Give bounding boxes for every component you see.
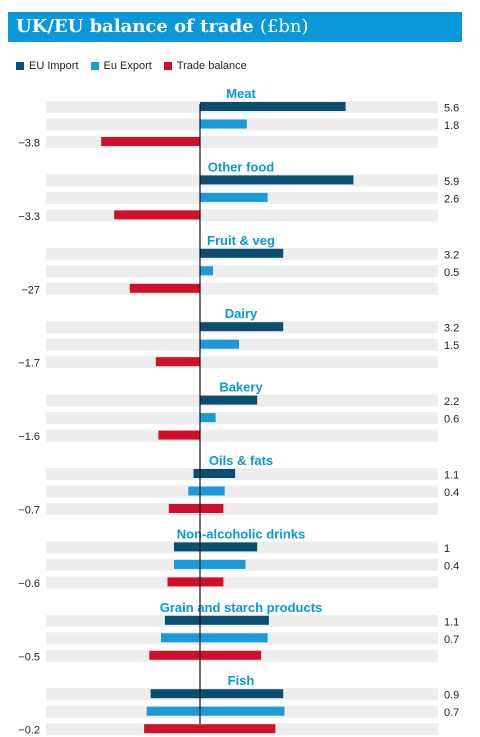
value-label-oils-fats-balance: −0.7 bbox=[18, 505, 40, 517]
legend-label-import: EU Import bbox=[29, 60, 79, 72]
category-title-fish: Fish bbox=[228, 673, 255, 688]
bar-grain-and-starch-products-balance bbox=[149, 650, 262, 660]
category-title-meat: Meat bbox=[226, 86, 256, 101]
bar-other-food-import bbox=[200, 175, 354, 185]
bar-dairy-balance bbox=[155, 357, 200, 367]
value-label-meat-export: 1.8 bbox=[444, 120, 459, 132]
value-label-meat-balance: −3.8 bbox=[18, 138, 40, 150]
bar-fish-import bbox=[150, 689, 284, 699]
bar-non-alcoholic-drinks-balance bbox=[167, 577, 224, 587]
value-label-bakery-export: 0.6 bbox=[444, 414, 459, 426]
value-label-bakery-import: 2.2 bbox=[444, 396, 459, 408]
bar-bakery-import bbox=[200, 395, 258, 405]
bar-grain-and-starch-products-import bbox=[164, 615, 269, 625]
bar-oils-fats-balance bbox=[168, 504, 224, 513]
value-label-non-alcoholic-drinks-export: 0.4 bbox=[444, 560, 459, 572]
row-background bbox=[46, 576, 438, 589]
value-label-dairy-import: 3.2 bbox=[444, 323, 459, 335]
value-label-grain-and-starch-products-import: 1.1 bbox=[444, 616, 459, 628]
value-label-grain-and-starch-products-export: 0.7 bbox=[444, 634, 459, 646]
value-label-bakery-balance: −1.6 bbox=[18, 431, 40, 443]
value-label-fruit-veg-export: 0.5 bbox=[444, 267, 459, 279]
bar-fruit-veg-import bbox=[200, 248, 284, 258]
row-background bbox=[46, 468, 438, 480]
value-label-other-food-balance: −3.3 bbox=[18, 211, 40, 223]
bar-fruit-veg-export bbox=[200, 266, 213, 276]
bar-non-alcoholic-drinks-export bbox=[174, 559, 246, 569]
bar-fish-balance bbox=[144, 724, 276, 734]
category-title-bakery: Bakery bbox=[219, 380, 263, 395]
category-title-dairy: Dairy bbox=[225, 306, 258, 321]
category-title-other-food: Other food bbox=[208, 159, 274, 174]
bar-meat-balance bbox=[101, 137, 200, 146]
bar-meat-import bbox=[200, 102, 346, 111]
category-title-non-alcoholic-drinks: Non-alcoholic drinks bbox=[177, 526, 306, 541]
category-title-grain-and-starch-products: Grain and starch products bbox=[160, 600, 323, 615]
bar-oils-fats-import bbox=[193, 469, 236, 478]
row-background bbox=[46, 338, 438, 351]
legend-item-export: Eu Export bbox=[90, 60, 152, 72]
bar-meat-export bbox=[200, 119, 247, 129]
value-label-fruit-veg-import: 3.2 bbox=[444, 249, 459, 261]
value-label-other-food-export: 2.6 bbox=[444, 193, 459, 205]
row-background bbox=[46, 429, 438, 442]
chart-title-main: UK/EU balance of trade bbox=[16, 16, 254, 37]
value-label-fruit-veg-balance: −27 bbox=[21, 284, 40, 296]
value-label-oils-fats-export: 0.4 bbox=[444, 487, 459, 499]
legend-label-export: Eu Export bbox=[103, 60, 152, 72]
row-background bbox=[46, 265, 438, 278]
value-label-fish-export: 0.7 bbox=[444, 707, 459, 719]
legend-swatch-import bbox=[16, 62, 24, 70]
value-label-meat-import: 5.6 bbox=[444, 103, 459, 115]
bar-other-food-balance bbox=[114, 210, 200, 220]
bar-other-food-export bbox=[200, 192, 268, 202]
value-label-non-alcoholic-drinks-balance: −0.6 bbox=[18, 578, 40, 590]
bar-oils-fats-export bbox=[188, 486, 225, 496]
bar-fish-export bbox=[146, 706, 285, 716]
row-background bbox=[46, 503, 438, 515]
bar-dairy-import bbox=[200, 322, 284, 332]
legend-label-balance: Trade balance bbox=[176, 60, 247, 72]
legend-item-import: EU Import bbox=[16, 60, 79, 72]
row-background bbox=[46, 282, 438, 295]
value-label-oils-fats-import: 1.1 bbox=[444, 470, 459, 482]
value-label-non-alcoholic-drinks-import: 1 bbox=[444, 543, 450, 555]
value-label-dairy-export: 1.5 bbox=[444, 340, 459, 352]
chart-title-unit: (£bn) bbox=[259, 16, 309, 37]
value-label-other-food-import: 5.9 bbox=[444, 176, 459, 188]
category-title-oils-fats: Oils & fats bbox=[209, 453, 273, 468]
row-background bbox=[46, 485, 438, 498]
bar-bakery-balance bbox=[158, 430, 200, 440]
value-label-dairy-balance: −1.7 bbox=[18, 358, 40, 370]
legend-swatch-balance bbox=[163, 62, 172, 70]
value-label-fish-import: 0.9 bbox=[444, 690, 459, 702]
row-background bbox=[46, 209, 438, 222]
bar-grain-and-starch-products-export bbox=[161, 633, 268, 643]
value-label-fish-balance: −0.2 bbox=[18, 725, 40, 737]
bar-non-alcoholic-drinks-import bbox=[174, 542, 258, 552]
value-label-grain-and-starch-products-balance: −0.5 bbox=[18, 651, 40, 663]
legend-swatch-export bbox=[90, 62, 99, 70]
chart-title: UK/EU balance of trade (£bn) bbox=[16, 16, 309, 37]
legend-item-balance: Trade balance bbox=[163, 60, 247, 72]
row-background bbox=[46, 412, 438, 425]
bar-bakery-export bbox=[200, 413, 216, 423]
bar-fruit-veg-balance bbox=[129, 283, 200, 293]
chart-title-bar: UK/EU balance of trade (£bn) bbox=[8, 12, 462, 42]
bar-dairy-export bbox=[200, 339, 239, 349]
category-title-fruit-veg: Fruit & veg bbox=[207, 233, 275, 248]
chart-legend: EU Import Eu Export Trade balance bbox=[16, 58, 259, 74]
row-background bbox=[46, 356, 438, 369]
